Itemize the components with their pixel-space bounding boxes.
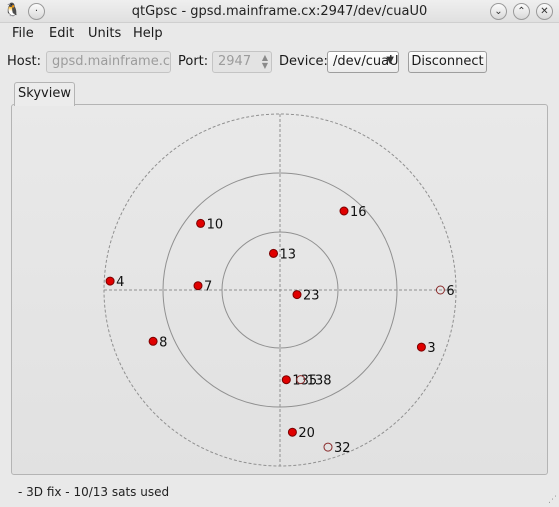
- satellite-label-20: 20: [298, 426, 315, 441]
- satellite-label-138: 138: [307, 374, 332, 389]
- satellite-label-6: 6: [446, 284, 454, 299]
- satellite-marker-13: [269, 248, 278, 258]
- host-input[interactable]: gpsd.mainframe.cx: [46, 51, 171, 73]
- satellite-marker-3: [416, 342, 426, 352]
- satellite-label-23: 23: [303, 289, 320, 304]
- satellite-marker-135: [281, 375, 291, 385]
- satellite-marker-23: [292, 290, 302, 300]
- menu-edit[interactable]: Edit: [49, 26, 75, 41]
- satellite-marker-32: [323, 442, 333, 452]
- menu-help[interactable]: Help: [133, 26, 163, 41]
- tab-skyview[interactable]: Skyview: [14, 82, 75, 106]
- disconnect-button[interactable]: Disconnect: [408, 51, 487, 73]
- window-menu-icon[interactable]: ·: [28, 3, 45, 20]
- port-label: Port:: [178, 54, 209, 69]
- window-title: qtGpsc - gpsd.mainframe.cx:2947/dev/cuaU…: [131, 4, 428, 19]
- maximize-icon[interactable]: ⌃: [513, 3, 530, 20]
- satellite-label-4: 4: [116, 275, 124, 290]
- device-combo[interactable]: /dev/cuaU ▼: [327, 51, 399, 73]
- minimize-icon[interactable]: ⌄: [490, 3, 507, 20]
- device-label: Device:: [279, 54, 328, 69]
- skyview-panel: 10 16 13 23 7 4 6 8 3 135 138 20 32: [11, 104, 548, 475]
- satellite-label-3: 3: [427, 341, 435, 356]
- satellite-marker-138: [296, 375, 306, 385]
- app-penguin-icon[interactable]: 🐧: [4, 3, 21, 18]
- device-value: /dev/cuaU: [333, 54, 399, 69]
- satellite-label-7: 7: [204, 280, 212, 295]
- satellite-label-16: 16: [350, 205, 367, 220]
- satellite-marker-7: [193, 281, 203, 291]
- menu-file[interactable]: File: [12, 26, 34, 41]
- menu-bar: File Edit Units Help: [0, 24, 559, 45]
- satellite-marker-8: [148, 336, 158, 346]
- menu-units[interactable]: Units: [88, 26, 122, 41]
- spin-arrows-icon[interactable]: ▲ ▼: [261, 53, 268, 70]
- sky-grid: [103, 113, 457, 467]
- status-bar: - 3D fix - 10/13 sats used: [18, 485, 170, 499]
- close-icon[interactable]: ✕: [536, 3, 553, 20]
- port-spinbox[interactable]: 2947 ▲ ▼: [212, 51, 272, 73]
- satellite-marker-6: [435, 285, 445, 295]
- satellite-label-8: 8: [159, 335, 167, 350]
- satellite-label-10: 10: [207, 217, 224, 232]
- satellite-marker-16: [339, 206, 349, 216]
- satellite-label-13: 13: [280, 247, 297, 262]
- satellite-label-32: 32: [334, 441, 351, 456]
- connection-toolbar: Host: gpsd.mainframe.cx Port: 2947 ▲ ▼ De…: [0, 50, 559, 75]
- resize-grip-icon[interactable]: ⋰: [548, 495, 557, 505]
- title-bar: 🐧 · qtGpsc - gpsd.mainframe.cx:2947/dev/…: [0, 0, 559, 23]
- satellite-marker-4: [105, 276, 115, 286]
- host-label: Host:: [7, 54, 41, 69]
- chevron-down-icon: ▼: [386, 55, 394, 66]
- port-value: 2947: [218, 54, 252, 69]
- satellite-marker-20: [287, 427, 297, 437]
- satellite-marker-10: [196, 218, 206, 228]
